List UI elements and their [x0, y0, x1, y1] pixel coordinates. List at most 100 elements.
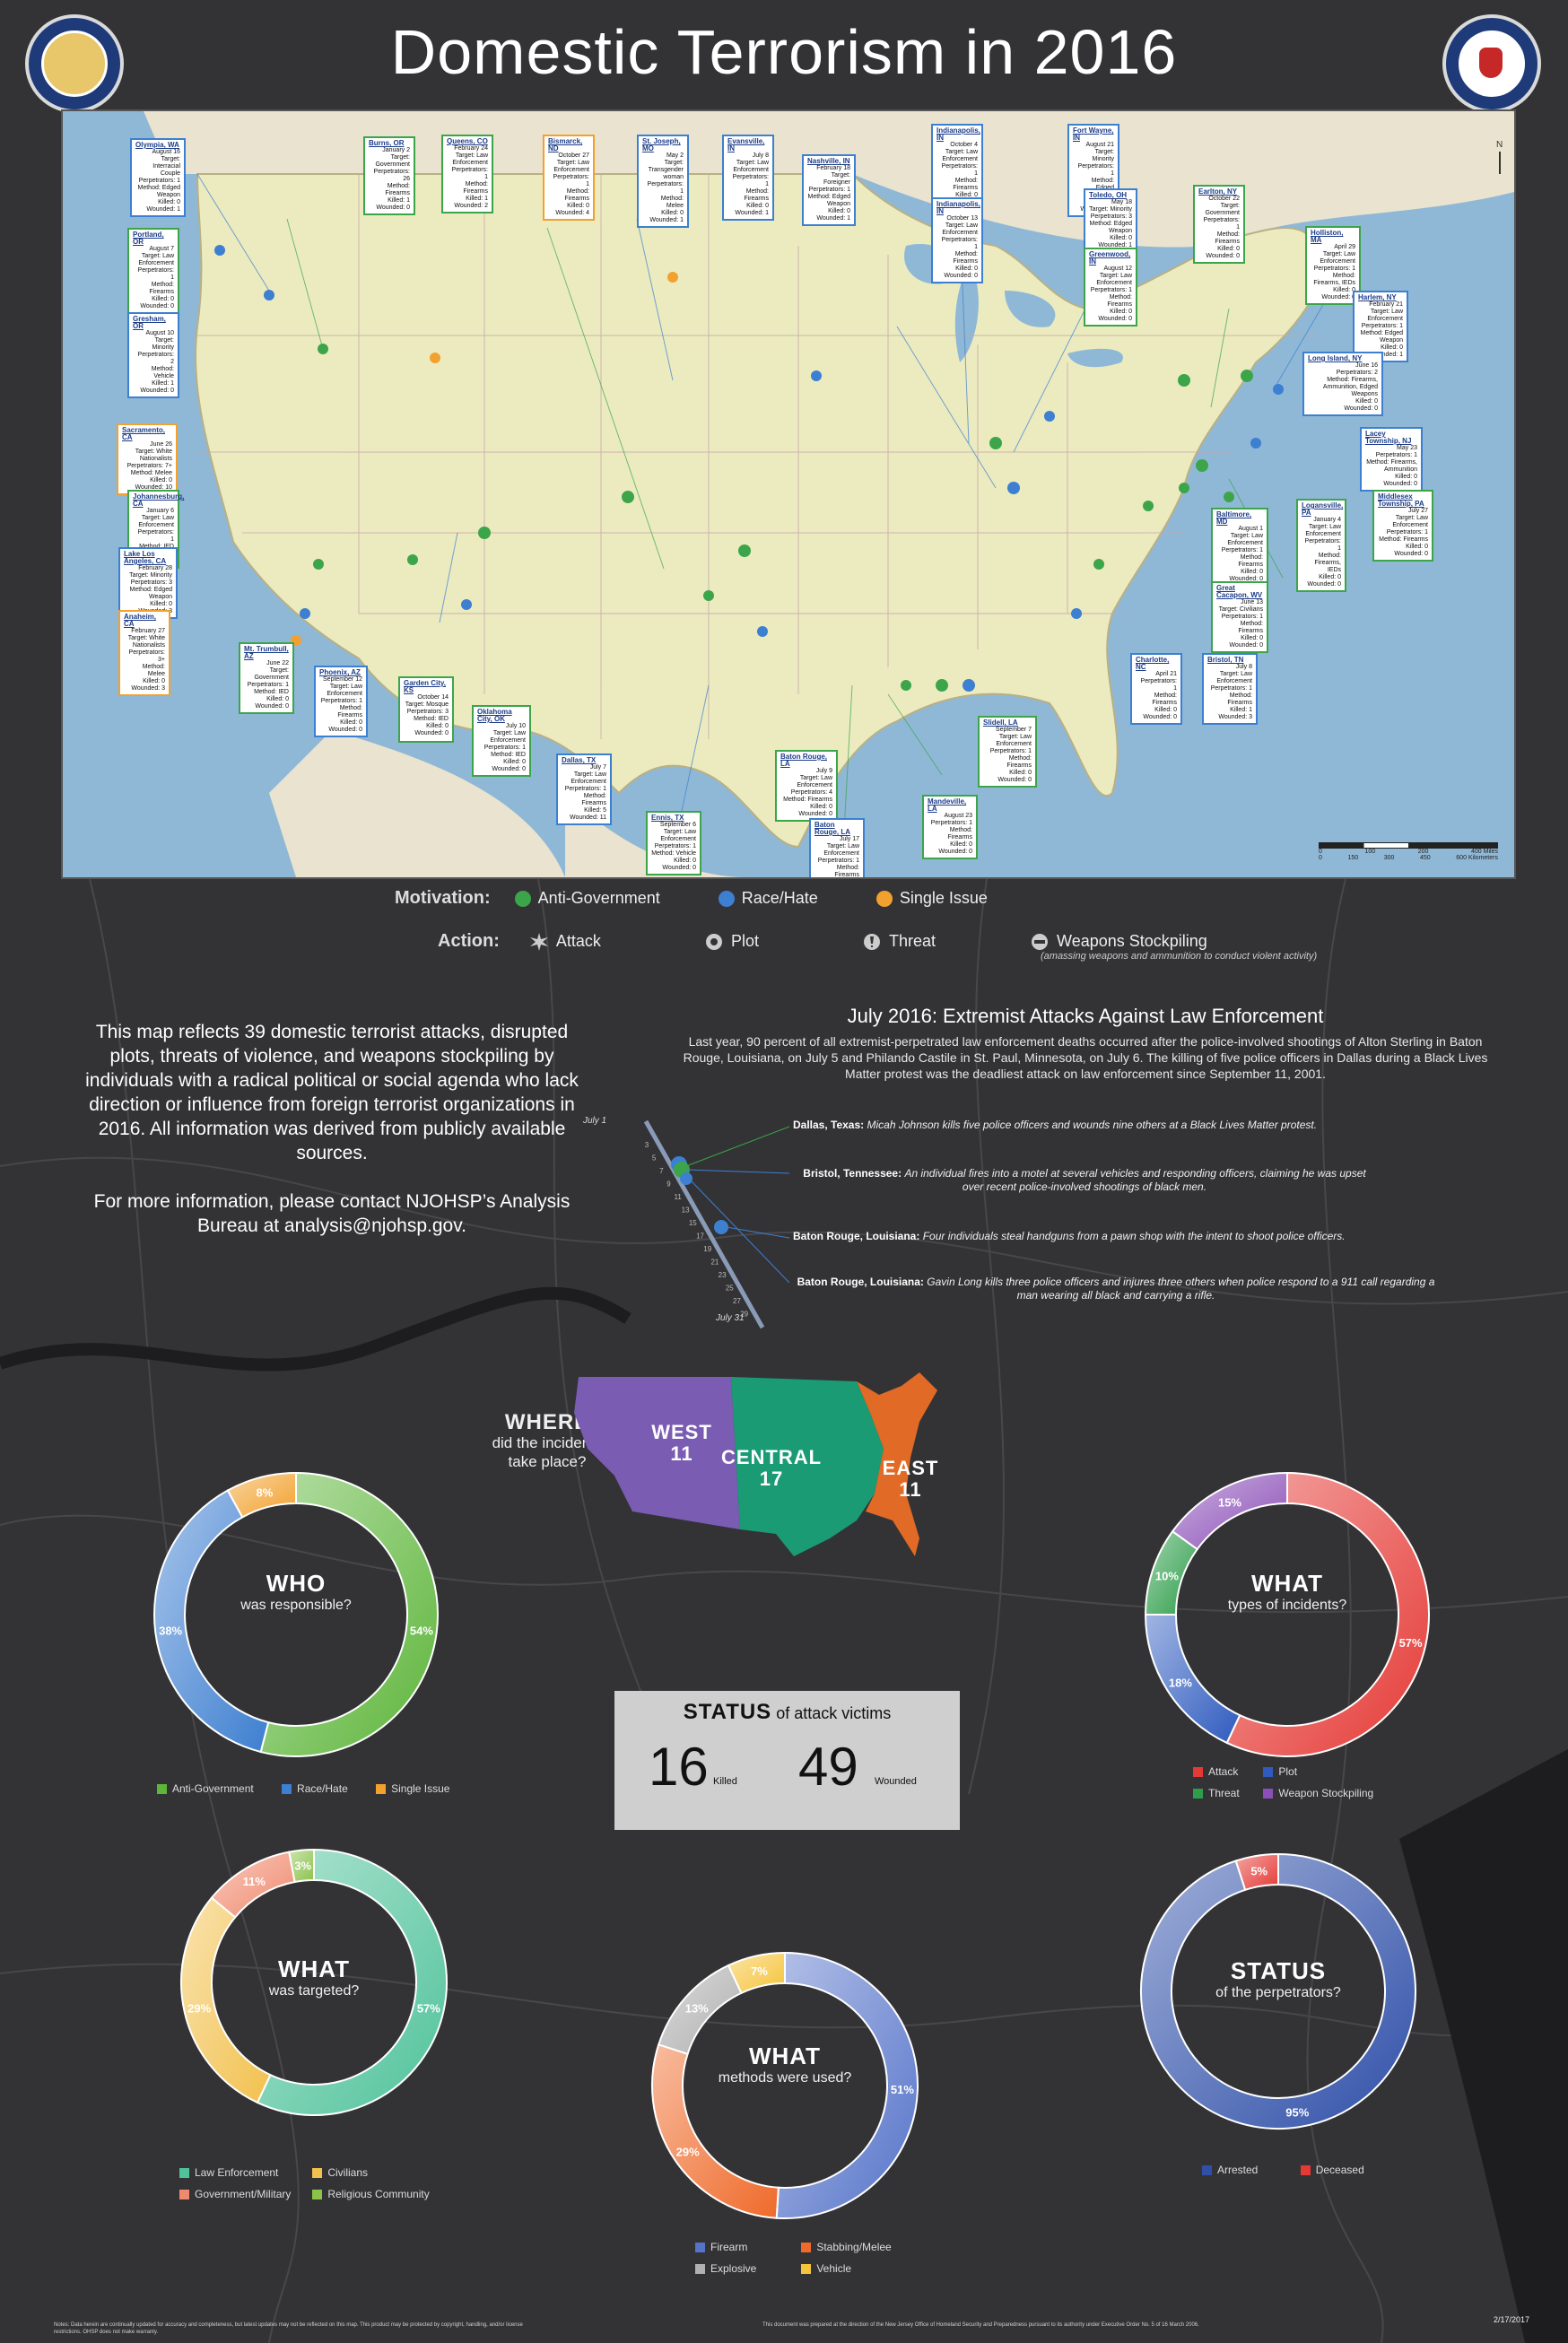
types-slice	[1225, 1471, 1430, 1757]
intro-paragraph: This map reflects 39 domestic terrorist …	[85, 1022, 579, 1163]
callout-title: Olympia, WA	[135, 141, 179, 149]
legend-swatch	[282, 1784, 292, 1795]
incident-callout: Portland, OR August 7 Target: Law Enforce…	[127, 228, 179, 314]
types-center: WHAT types of incidents?	[1198, 1572, 1377, 1615]
incident-callout: Bismarck, ND October 27 Target: Law Enfor…	[543, 135, 595, 221]
action-label: Action:	[438, 931, 500, 951]
region-central	[731, 1377, 884, 1556]
blue-dot-icon	[718, 891, 735, 908]
legend-item: Stabbing/Melee	[816, 2241, 892, 2253]
scale-tick: 400 Miles	[1471, 849, 1498, 855]
legend-swatch	[1202, 2165, 1212, 2176]
legend-swatch	[695, 2243, 705, 2253]
callout-details: May 18 Target: Minority Perpetrators: 3 …	[1089, 199, 1132, 248]
where-subtitle: did the incidents take place?	[492, 1434, 603, 1470]
types-title: WHAT	[1250, 1570, 1324, 1597]
who-pct-label: 38%	[159, 1624, 182, 1638]
july-section-text: Last year, 90 percent of all extremist-p…	[683, 1034, 1488, 1081]
legend-item: Law Enforcement	[195, 2166, 279, 2179]
legend-item: Vehicle	[816, 2262, 852, 2275]
callout-title: Evansville, IN	[727, 137, 765, 152]
legend-item: Attack	[555, 932, 601, 950]
callout-details: February 27 Target: White Nationalists P…	[127, 628, 165, 692]
callout-title: Fort Wayne, IN	[1073, 126, 1114, 142]
legend-item: Race/Hate	[297, 1782, 348, 1795]
perpetrators-donut-chart: 95% 5%	[1140, 1852, 1416, 2130]
callout-title: Anaheim, CA	[124, 613, 157, 628]
incident-callout: Mt. Trumbull, AZ June 22 Target: Governme…	[239, 642, 294, 714]
callout-title: Charlotte, NC	[1136, 656, 1170, 671]
perpetrators-center: STATUS of the perpetrators?	[1189, 1959, 1368, 2002]
methods-center: WHAT methods were used?	[695, 2044, 875, 2087]
callout-title: Indianapolis, IN	[936, 126, 980, 142]
njohsp-seal	[1442, 14, 1541, 113]
callout-title: Baton Rouge, LA	[814, 821, 850, 836]
region-value: 17	[759, 1468, 784, 1490]
legend-item: Plot	[730, 932, 759, 950]
incident-callout: Indianapolis, IN October 4 Target: Law En…	[931, 124, 983, 210]
timeline-start-label: July 1	[582, 1116, 606, 1126]
incident-callout: Great Cacapon, WV June 13 Target: Civilia…	[1211, 581, 1268, 653]
timeline-day-label: 5	[652, 1154, 657, 1163]
callout-details: August 7 Target: Law Enforcement Perpetr…	[137, 246, 174, 309]
callout-details: August 23 Perpetrators: 1 Method: Firear…	[930, 813, 972, 855]
callout-details: February 21 Target: Law Enforcement Perp…	[1360, 301, 1403, 358]
callout-details: October 13 Target: Law Enforcement Perpe…	[941, 215, 978, 279]
legend-item: Explosive	[710, 2262, 757, 2275]
legend-swatch	[312, 2168, 323, 2179]
incident-callout: Lacey Township, NJ May 23 Perpetrators: 1…	[1360, 427, 1423, 492]
legend-item: Weapons Stockpiling	[1057, 932, 1207, 950]
perpetrators-slice	[1140, 1852, 1416, 2130]
callout-title: Ennis, TX	[651, 814, 684, 822]
types-slice	[1144, 1614, 1241, 1745]
event-desc: Micah Johnson kills five police officers…	[867, 1119, 1318, 1131]
legend-swatch	[801, 2264, 812, 2275]
callout-details: August 12 Target: Law Enforcement Perpet…	[1090, 266, 1132, 322]
legend-swatch	[157, 1784, 167, 1795]
callout-details: April 21 Perpetrators: 1 Method: Firearm…	[1140, 671, 1177, 720]
callout-title: Logansville, PA	[1302, 501, 1344, 517]
legend-swatch	[1193, 1767, 1203, 1778]
callout-details: June 13 Target: Civilians Perpetrators: …	[1218, 599, 1263, 649]
callout-details: October 14 Target: Mosque Perpetrators: …	[405, 694, 449, 736]
incident-callout: Sacramento, CA June 26 Target: White Nati…	[117, 423, 178, 495]
callout-title: Harlem, NY	[1358, 293, 1397, 301]
legend-item: Anti-Government	[537, 889, 660, 907]
incident-callout: Evansville, IN July 8 Target: Law Enforce…	[722, 135, 774, 221]
callout-title: Holliston, MA	[1311, 229, 1344, 244]
callout-details: July 7 Target: Law Enforcement Perpetrat…	[564, 764, 606, 821]
callout-details: August 16 Target: Interracial Couple Per…	[137, 149, 180, 213]
legend-item: Threat	[889, 932, 936, 950]
perpetrators-title: STATUS	[1230, 1957, 1327, 1984]
legend-swatch	[801, 2243, 812, 2253]
callout-title: Indianapolis, IN	[936, 200, 980, 215]
us-basemap: N	[63, 111, 1514, 877]
incident-callout: Holliston, MA April 29 Target: Law Enforc…	[1305, 226, 1361, 305]
methods-pct-label: 7%	[751, 1964, 768, 1978]
who-donut-chart: 54% 38% 8%	[153, 1471, 439, 1757]
callout-title: Oklahoma City, OK	[477, 708, 512, 723]
legend-swatch	[1193, 1789, 1203, 1799]
callout-title: Slidell, LA	[983, 719, 1018, 727]
scale-tick-km: 300	[1383, 855, 1395, 861]
timeline-day-label: 3	[645, 1141, 649, 1149]
who-center: WHO was responsible?	[206, 1572, 386, 1615]
callout-title: Mt. Trumbull, AZ	[244, 645, 289, 660]
july-event: Bristol, Tennessee: An individual fires …	[793, 1167, 1376, 1194]
methods-pct-label: 51%	[891, 2083, 914, 2096]
who-slice	[153, 1489, 270, 1754]
incident-callout: Dallas, TX July 7 Target: Law Enforcement…	[556, 753, 612, 825]
callout-title: Mandeville, LA	[928, 797, 967, 813]
footer-authority: This document was prepared at the direct…	[762, 2322, 1199, 2328]
legend-item: Weapon Stockpiling	[1278, 1787, 1374, 1799]
callout-title: Burns, OR	[369, 139, 405, 147]
callout-title: Lacey Township, NJ	[1365, 430, 1412, 445]
callout-title: Johannesburg, CA	[133, 492, 185, 508]
green-dot-icon	[514, 891, 531, 908]
callout-details: October 22 Target: Government Perpetrato…	[1203, 196, 1240, 259]
legend-item: Religious Community	[327, 2188, 430, 2200]
callout-title: Garden City, KS	[404, 679, 446, 694]
event-desc: An individual fires into a motel at seve…	[904, 1167, 1366, 1193]
perpetrators-pct-label: 5%	[1250, 1865, 1267, 1878]
